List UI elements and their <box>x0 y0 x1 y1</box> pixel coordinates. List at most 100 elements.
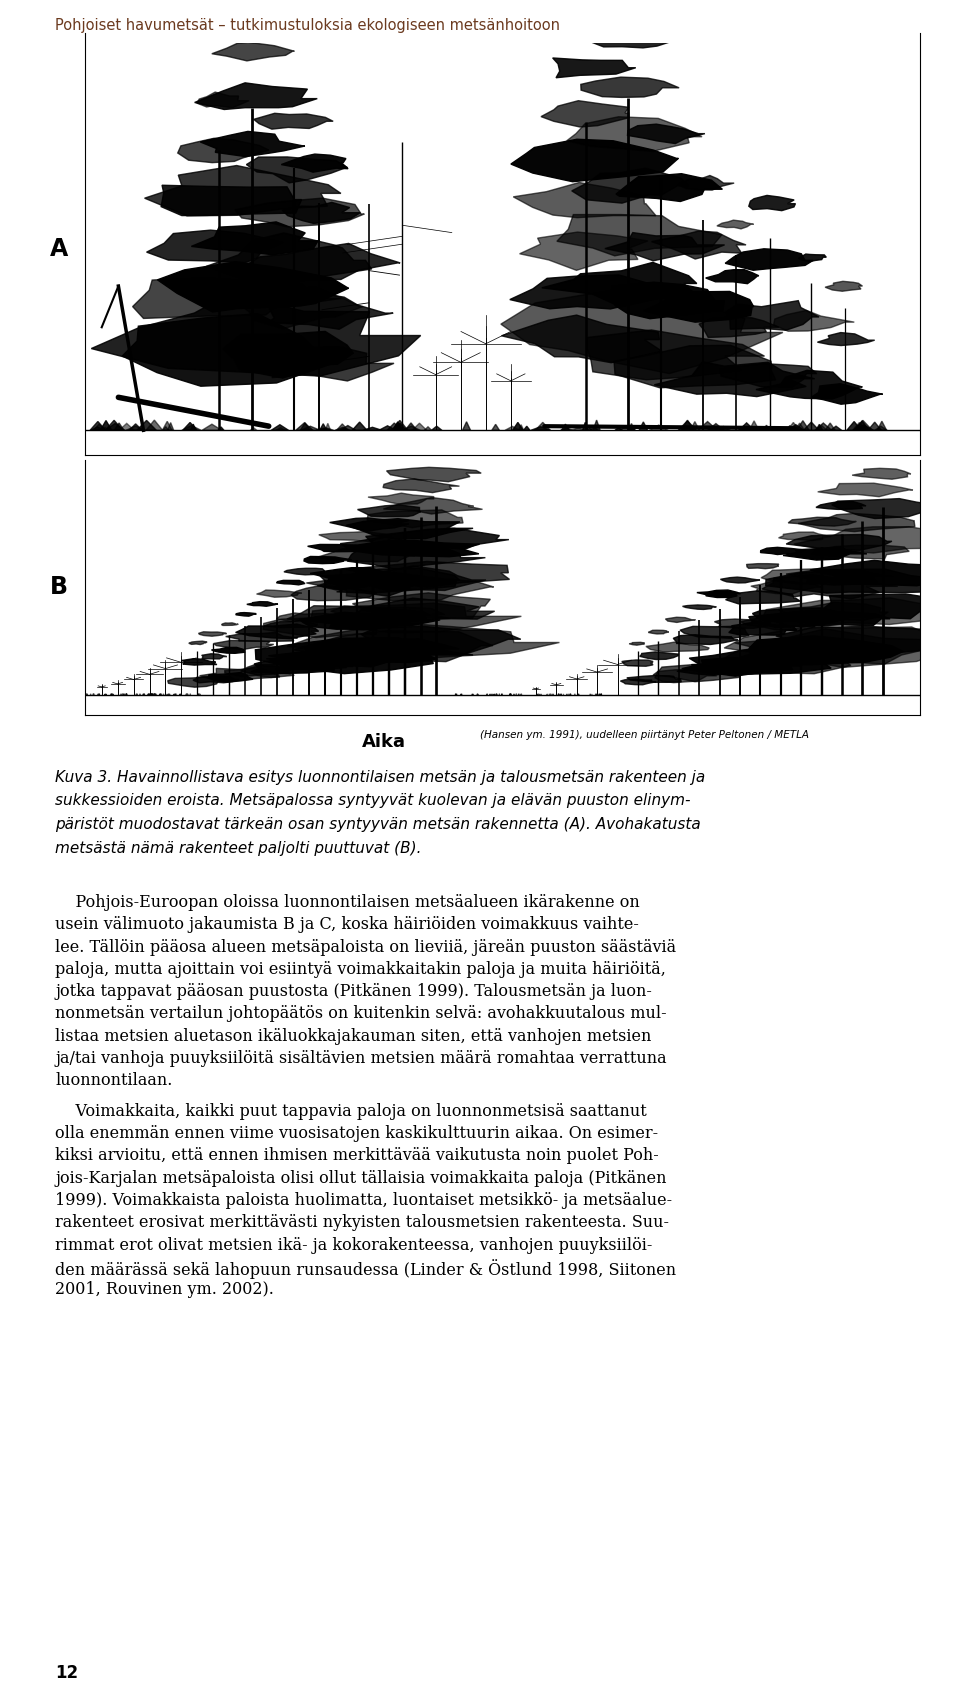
Polygon shape <box>304 556 351 563</box>
Polygon shape <box>182 422 197 430</box>
Polygon shape <box>854 425 874 430</box>
Polygon shape <box>749 637 903 666</box>
Polygon shape <box>383 480 460 493</box>
Polygon shape <box>610 282 725 319</box>
Polygon shape <box>305 638 452 662</box>
Polygon shape <box>190 423 196 430</box>
Polygon shape <box>717 647 874 674</box>
Polygon shape <box>244 244 400 280</box>
Polygon shape <box>291 586 376 601</box>
Polygon shape <box>683 604 716 609</box>
Polygon shape <box>103 427 108 430</box>
Polygon shape <box>251 657 353 674</box>
Polygon shape <box>247 601 278 606</box>
Polygon shape <box>319 531 393 541</box>
Polygon shape <box>689 649 831 674</box>
Text: 12: 12 <box>55 1664 78 1681</box>
Text: listaa metsien aluetason ikäluokkajakauman siten, että vanhojen metsien: listaa metsien aluetason ikäluokkajakaum… <box>55 1028 652 1045</box>
Polygon shape <box>817 333 875 345</box>
Polygon shape <box>218 427 224 430</box>
Text: luonnontilaan.: luonnontilaan. <box>55 1072 173 1089</box>
Polygon shape <box>646 642 709 652</box>
Polygon shape <box>812 545 909 560</box>
Polygon shape <box>387 423 401 430</box>
Polygon shape <box>620 679 656 685</box>
Polygon shape <box>181 659 217 666</box>
Polygon shape <box>201 131 305 157</box>
Polygon shape <box>589 427 599 430</box>
Polygon shape <box>716 427 731 430</box>
Polygon shape <box>726 300 819 329</box>
Polygon shape <box>296 423 313 430</box>
Polygon shape <box>463 422 470 430</box>
Text: lee. Tällöin pääosa alueen metsäpaloista on lieviiä, järeän puuston säästäviä: lee. Tällöin pääosa alueen metsäpaloista… <box>55 939 676 956</box>
Polygon shape <box>761 568 853 584</box>
Polygon shape <box>825 282 862 292</box>
Polygon shape <box>614 345 776 387</box>
Polygon shape <box>223 331 353 377</box>
Polygon shape <box>106 420 123 430</box>
Polygon shape <box>726 591 801 604</box>
Polygon shape <box>787 422 800 430</box>
Polygon shape <box>266 654 378 671</box>
Polygon shape <box>682 420 694 430</box>
Polygon shape <box>189 642 207 645</box>
Polygon shape <box>366 529 509 550</box>
Polygon shape <box>518 425 524 430</box>
Polygon shape <box>628 125 705 143</box>
Polygon shape <box>91 427 104 430</box>
Polygon shape <box>318 580 420 596</box>
Polygon shape <box>853 420 873 430</box>
Polygon shape <box>226 633 298 642</box>
Text: jotka tappavat pääosan puustosta (Pitkänen 1999). Talousmetsän ja luon-: jotka tappavat pääosan puustosta (Pitkän… <box>55 983 652 1000</box>
Polygon shape <box>168 676 224 688</box>
Polygon shape <box>652 230 746 259</box>
Text: Pohjois-Euroopan oloissa luonnontilaisen metsäalueen ikärakenne on: Pohjois-Euroopan oloissa luonnontilaisen… <box>55 894 639 912</box>
Polygon shape <box>699 318 779 338</box>
Polygon shape <box>350 541 480 556</box>
Polygon shape <box>168 423 174 430</box>
Polygon shape <box>129 423 142 430</box>
Polygon shape <box>501 316 662 362</box>
Text: olla enemmän ennen viime vuosisatojen kaskikulttuurin aikaa. On esimer-: olla enemmän ennen viime vuosisatojen ka… <box>55 1125 659 1142</box>
Polygon shape <box>315 638 459 659</box>
Polygon shape <box>562 423 569 430</box>
Polygon shape <box>628 423 635 430</box>
Polygon shape <box>392 420 408 430</box>
Polygon shape <box>605 232 725 261</box>
Polygon shape <box>778 603 888 620</box>
Polygon shape <box>145 166 341 215</box>
Polygon shape <box>513 422 523 430</box>
Text: sukkessioiden eroista. Metsäpalossa syntyyvät kuolevan ja elävän puuston elinym-: sukkessioiden eroista. Metsäpalossa synt… <box>55 794 690 809</box>
Polygon shape <box>725 249 813 270</box>
Polygon shape <box>235 198 365 227</box>
Polygon shape <box>523 427 530 430</box>
Polygon shape <box>126 427 145 430</box>
Polygon shape <box>340 425 356 430</box>
Polygon shape <box>387 468 481 481</box>
Polygon shape <box>766 568 960 592</box>
Polygon shape <box>810 560 955 586</box>
Polygon shape <box>514 183 656 218</box>
Polygon shape <box>235 287 363 329</box>
Polygon shape <box>738 427 750 430</box>
Polygon shape <box>191 222 318 254</box>
Polygon shape <box>316 428 330 430</box>
Polygon shape <box>719 428 730 430</box>
Polygon shape <box>774 311 854 331</box>
Polygon shape <box>132 277 341 319</box>
Polygon shape <box>352 422 367 430</box>
Text: jois-Karjalan metsäpaloista olisi ollut tällaisia voimakkaita paloja (Pitkänen: jois-Karjalan metsäpaloista olisi ollut … <box>55 1169 666 1186</box>
Polygon shape <box>276 613 347 621</box>
Polygon shape <box>352 592 491 618</box>
Polygon shape <box>816 425 823 430</box>
Polygon shape <box>587 428 593 430</box>
Polygon shape <box>678 176 734 189</box>
Polygon shape <box>264 347 394 381</box>
Polygon shape <box>282 203 360 224</box>
Polygon shape <box>90 422 106 430</box>
Polygon shape <box>852 468 911 480</box>
Polygon shape <box>590 26 680 48</box>
Polygon shape <box>855 422 869 430</box>
Text: rimmat erot olivat metsien ikä- ja kokorakenteessa, vanhojen puuyksiilöi-: rimmat erot olivat metsien ikä- ja kokor… <box>55 1236 653 1253</box>
